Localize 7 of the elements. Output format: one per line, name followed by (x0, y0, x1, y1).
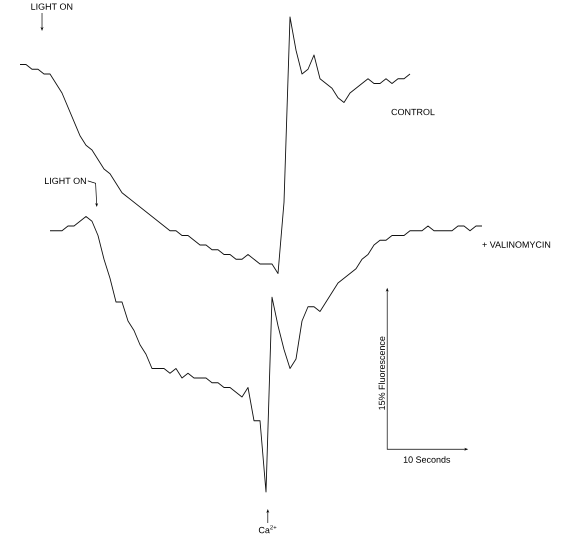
text: Ca$^{2+}$ (258, 525, 276, 534)
annotation: LIGHT ON (44, 178, 86, 184)
series-label: + VALINOMYCIN (482, 241, 550, 248)
text: CONTROL (392, 108, 435, 116)
annotation: 10 Seconds (404, 456, 450, 463)
text: LIGHT ON (31, 3, 72, 10)
annotation: 15% Fluorescence (378, 336, 386, 410)
